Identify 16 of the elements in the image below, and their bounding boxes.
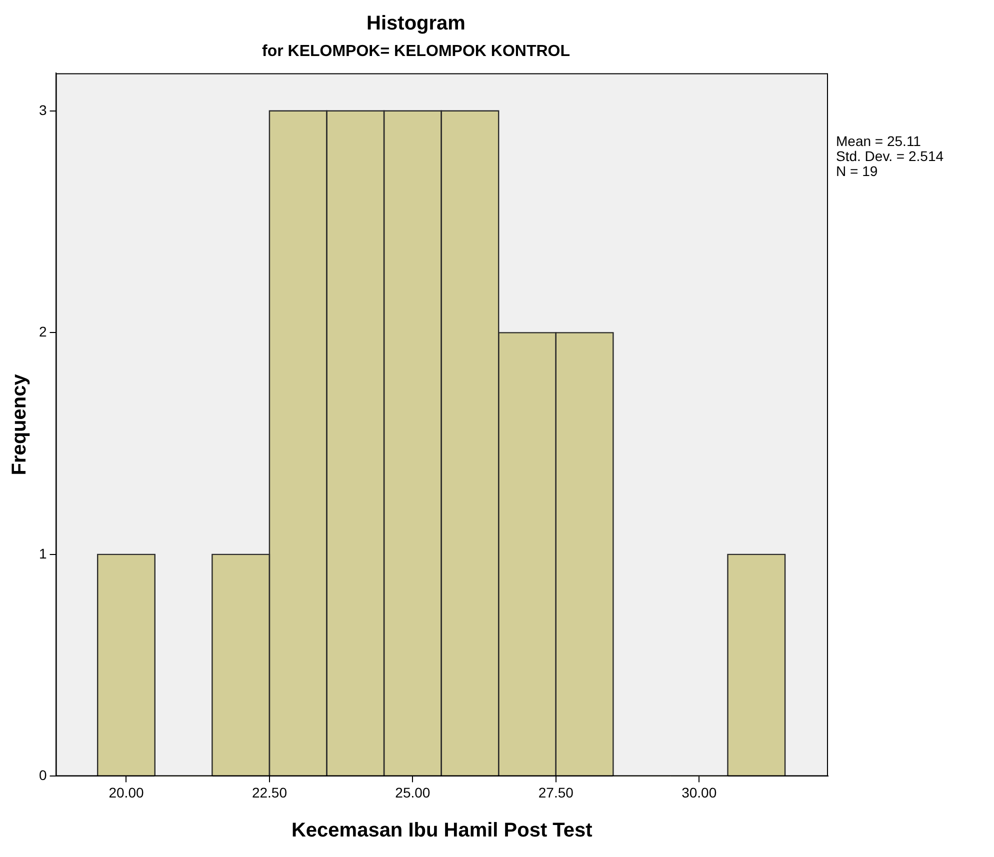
text: Mean = 25.11 (836, 133, 922, 149)
x-tick-label: 20.00 (108, 784, 144, 800)
chart-subtitle: for KELOMPOK= KELOMPOK KONTROL (262, 43, 570, 60)
x-tick-label: 25.00 (395, 784, 430, 800)
y-tick-label: 0 (38, 767, 47, 784)
y-tick-label: 3 (38, 102, 47, 118)
x-tick-label: 30.00 (682, 784, 717, 800)
y-tick-label: 1 (38, 545, 47, 562)
y-axis-title: Frequency (8, 373, 31, 476)
x-tick-label: 22.50 (252, 784, 288, 800)
x-axis-title: Kecemasan Ibu Hamil Post Test (291, 820, 593, 842)
x-tick-label: 27.50 (538, 784, 574, 800)
text: Std. Dev. = 2.514 (836, 148, 944, 164)
chart-title: Histogram (366, 12, 466, 35)
text: N = 19 (836, 163, 879, 179)
y-tick-label: 2 (38, 324, 47, 340)
